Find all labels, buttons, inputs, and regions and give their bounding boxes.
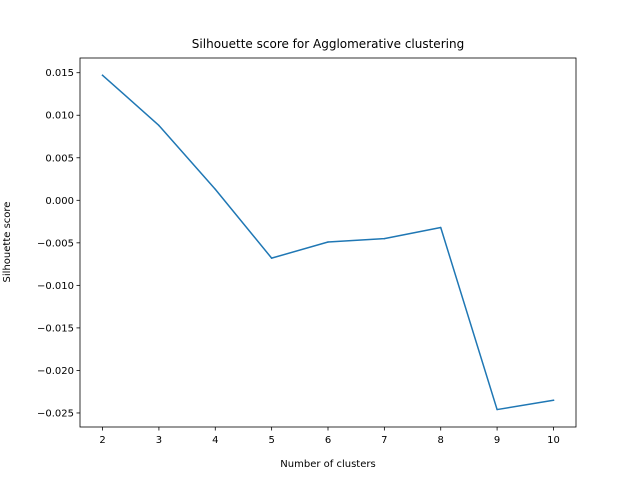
y-axis: 0.015 0.010 0.005 0.000 −0.005 −0.010 −0.015 −0… — [37, 68, 80, 419]
data-point — [327, 241, 329, 243]
chart-title: Silhouette score for Agglomerative clust… — [192, 37, 464, 51]
y-tick-label: −0.020 — [37, 366, 74, 377]
y-tick-label: 0.005 — [45, 153, 74, 164]
data-point — [496, 408, 498, 411]
y-axis-title: Silhouette score — [2, 202, 13, 283]
x-tick-label: 10 — [547, 435, 560, 446]
x-tick-label: 6 — [325, 435, 331, 446]
x-tick-label: 2 — [99, 435, 105, 446]
y-tick-label: −0.025 — [37, 408, 74, 419]
x-tick-label: 9 — [494, 435, 500, 446]
x-axis: 2 3 4 5 6 7 8 9 10 — [99, 427, 560, 446]
x-tick-label: 3 — [156, 435, 162, 446]
series-points — [101, 74, 555, 411]
y-tick-label: 0.000 — [45, 196, 74, 207]
x-tick-label: 5 — [268, 435, 274, 446]
data-point — [158, 124, 160, 127]
data-point — [214, 188, 217, 191]
data-point — [439, 226, 442, 229]
y-tick-label: 0.015 — [45, 68, 74, 79]
x-axis-title: Number of clusters — [280, 459, 375, 470]
x-tick-label: 4 — [212, 435, 218, 446]
x-tick-label: 7 — [381, 435, 387, 446]
data-point — [552, 399, 555, 401]
y-tick-label: −0.005 — [37, 238, 74, 249]
x-tick-label: 8 — [438, 435, 444, 446]
data-point — [383, 237, 386, 240]
y-tick-label: 0.010 — [45, 111, 74, 122]
y-tick-label: −0.015 — [37, 323, 74, 334]
y-tick-label: −0.010 — [37, 281, 74, 292]
data-point — [101, 74, 104, 77]
data-point — [270, 257, 273, 259]
